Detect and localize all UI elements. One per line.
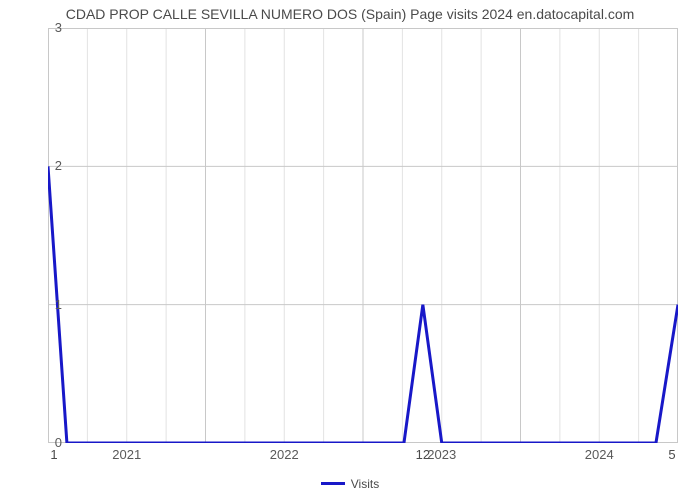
chart-title: CDAD PROP CALLE SEVILLA NUMERO DOS (Spai… [0, 6, 700, 22]
y-tick-label: 2 [42, 158, 62, 173]
y-tick-label: 3 [42, 20, 62, 35]
data-point-label: 1 [50, 447, 57, 462]
data-point-label: 12 [416, 447, 430, 462]
legend-label: Visits [351, 477, 379, 491]
x-tick-label: 2024 [585, 447, 614, 462]
data-point-label: 5 [668, 447, 675, 462]
y-tick-label: 1 [42, 297, 62, 312]
x-tick-label: 2021 [112, 447, 141, 462]
chart-svg [48, 28, 678, 443]
legend-swatch [321, 482, 345, 485]
legend: Visits [0, 476, 700, 491]
x-tick-label: 2023 [427, 447, 456, 462]
chart-plot-area [48, 28, 678, 443]
x-tick-label: 2022 [270, 447, 299, 462]
